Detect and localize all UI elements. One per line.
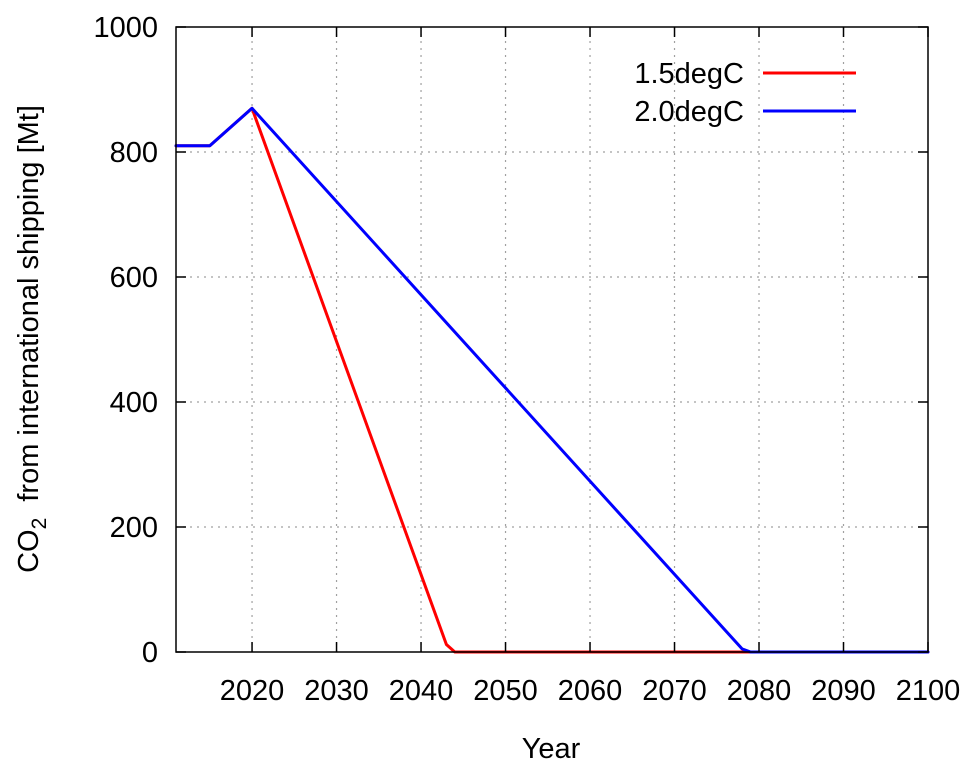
y-tick-labels: 0 200 400 600 800 1000 xyxy=(93,12,158,669)
y-tick-label: 200 xyxy=(110,512,158,544)
grid-lines xyxy=(176,27,928,652)
y-axis-title-subscript: 2 xyxy=(28,518,51,530)
x-tick-label: 2090 xyxy=(811,675,876,707)
y-tick-label: 1000 xyxy=(93,12,158,44)
series-lines xyxy=(174,106,930,654)
plot-frame xyxy=(175,26,929,653)
x-tick-label: 2040 xyxy=(389,675,454,707)
x-tick-labels: 2020 2030 2040 2050 2060 2070 2080 2090 2100 xyxy=(220,675,960,707)
legend-label-1: 1.5degC xyxy=(634,58,744,90)
y-tick-label: 0 xyxy=(142,637,158,669)
series-line-2 xyxy=(174,106,930,654)
x-tick-label: 2070 xyxy=(642,675,707,707)
x-tick-label: 2050 xyxy=(473,675,538,707)
y-axis-title: CO2 from international shipping [Mt] xyxy=(13,105,51,573)
x-axis-title: Year xyxy=(522,733,581,762)
x-tick-label: 2080 xyxy=(727,675,792,707)
y-axis-title-rest: from international shipping [Mt] xyxy=(13,105,45,518)
x-tick-label: 2030 xyxy=(304,675,369,707)
axis-ticks xyxy=(176,26,929,653)
x-tick-label: 2020 xyxy=(220,675,285,707)
x-tick-label: 2060 xyxy=(558,675,623,707)
y-axis-title-main: CO xyxy=(13,529,45,573)
y-tick-label: 600 xyxy=(110,262,158,294)
y-tick-label: 800 xyxy=(110,137,158,169)
legend: 1.5degC 2.0degC xyxy=(634,58,856,128)
y-tick-label: 400 xyxy=(110,387,158,419)
x-tick-label: 2100 xyxy=(896,675,961,707)
series-line-1 xyxy=(174,106,930,654)
legend-label-2: 2.0degC xyxy=(634,96,744,128)
